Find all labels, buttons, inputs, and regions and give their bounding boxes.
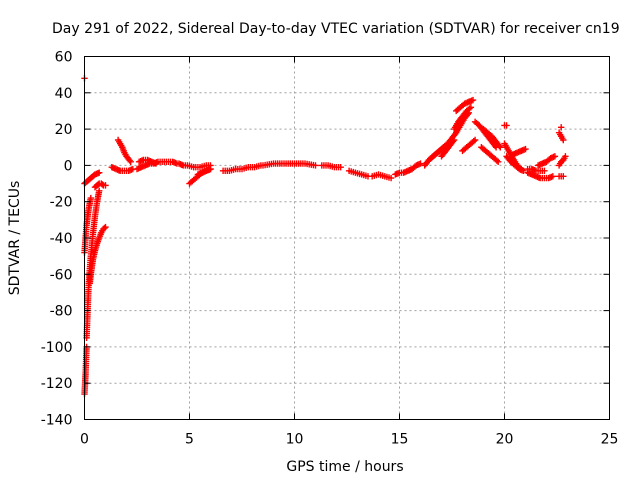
data-point [312,162,319,169]
y-tick-label: 60 [55,50,73,66]
data-point [101,224,108,232]
data-point [549,173,556,180]
data-point [495,158,502,165]
data-point [102,223,109,231]
series-arc-23 [444,109,472,147]
chart-title: Day 291 of 2022, Sidereal Day-to-day VTE… [52,21,620,37]
x-tick-label: 10 [286,432,304,448]
data-point [102,182,109,189]
series-arc-08 [114,136,134,165]
data-point [520,167,527,175]
series-arc-17 [318,162,344,171]
series-arc-33 [503,153,527,175]
data-point [387,174,395,182]
data-point [541,167,548,175]
series-arc-26 [438,136,458,160]
x-tick-label: 20 [496,432,514,448]
series-arc-38 [555,173,567,180]
series-arc-30 [480,125,504,151]
data-point [503,122,510,129]
y-tick-label: -140 [41,413,73,429]
series-arc-29 [478,144,502,165]
series-arc-24 [450,104,475,133]
y-tick-label: -40 [50,231,73,247]
series-arc-36 [524,165,548,175]
data-point [99,181,106,188]
series-arc-40 [555,129,567,144]
data-point [126,157,133,164]
data-point [450,136,458,144]
x-tick-label: 5 [185,432,194,448]
data-point [466,105,473,112]
data-point [493,157,500,164]
y-tick-label: 0 [64,158,73,174]
gridlines [84,56,610,420]
series-arc-39 [555,153,569,169]
data-point [96,187,103,195]
data-point [127,158,134,165]
series-arc-34 [509,145,529,158]
x-tick-labels: 0 5 10 15 20 25 [80,432,618,448]
series-arc-02 [81,169,103,187]
series-arc-37 [534,153,559,169]
x-tick-label: 15 [391,432,409,448]
series-arc-10 [135,156,160,167]
data-point [337,164,344,171]
data-point [96,169,103,176]
y-tick-label: 40 [55,86,73,102]
data-point [449,138,457,145]
x-tick-label: 0 [80,432,89,448]
data-point [497,144,504,151]
series-arc-04 [91,180,109,191]
data-point [471,136,479,144]
series-arc-15 [219,162,265,175]
y-axis-label: SDTVAR / TECUs [7,181,23,296]
data-point [560,136,567,144]
y-tick-label: -100 [41,340,73,356]
data-point [558,124,565,131]
y-tick-label: -60 [50,267,73,283]
y-tick-label: -120 [41,376,73,392]
series-arc-01 [81,343,90,398]
series-arc-16 [259,160,319,169]
data-point [470,138,477,145]
data-point [467,104,475,111]
series-arc-14 [194,165,214,178]
data-point [87,194,94,202]
y-tick-label: -20 [50,195,73,211]
series-arc-20 [392,160,424,178]
series-arc-18 [345,167,372,180]
y-tick-label: 20 [55,122,73,138]
data-point [522,145,529,153]
data-point [562,153,569,160]
axis-ticks [84,56,610,420]
series-arc-25 [453,96,477,115]
series-arc-12 [175,160,214,171]
data-point [560,173,567,180]
data-point [469,96,477,104]
series-arc-31 [501,122,510,129]
series-arc-07 [108,164,136,175]
data-point [207,165,214,173]
series-arc-35 [524,169,556,182]
series-arc-19 [369,171,395,182]
series-arc-27 [459,136,479,155]
data-points [81,75,569,398]
x-axis-label: GPS time / hours [286,459,403,475]
series-arc-05 [86,223,109,287]
x-tick-label: 25 [601,432,619,448]
y-tick-labels: -140 -120 -100 -80 -60 -40 -20 0 20 40 60 [41,50,73,429]
data-point [496,142,503,150]
data-point [152,160,160,167]
series-arc-41 [558,124,565,131]
data-point [551,153,559,160]
y-tick-label: -80 [50,304,73,320]
